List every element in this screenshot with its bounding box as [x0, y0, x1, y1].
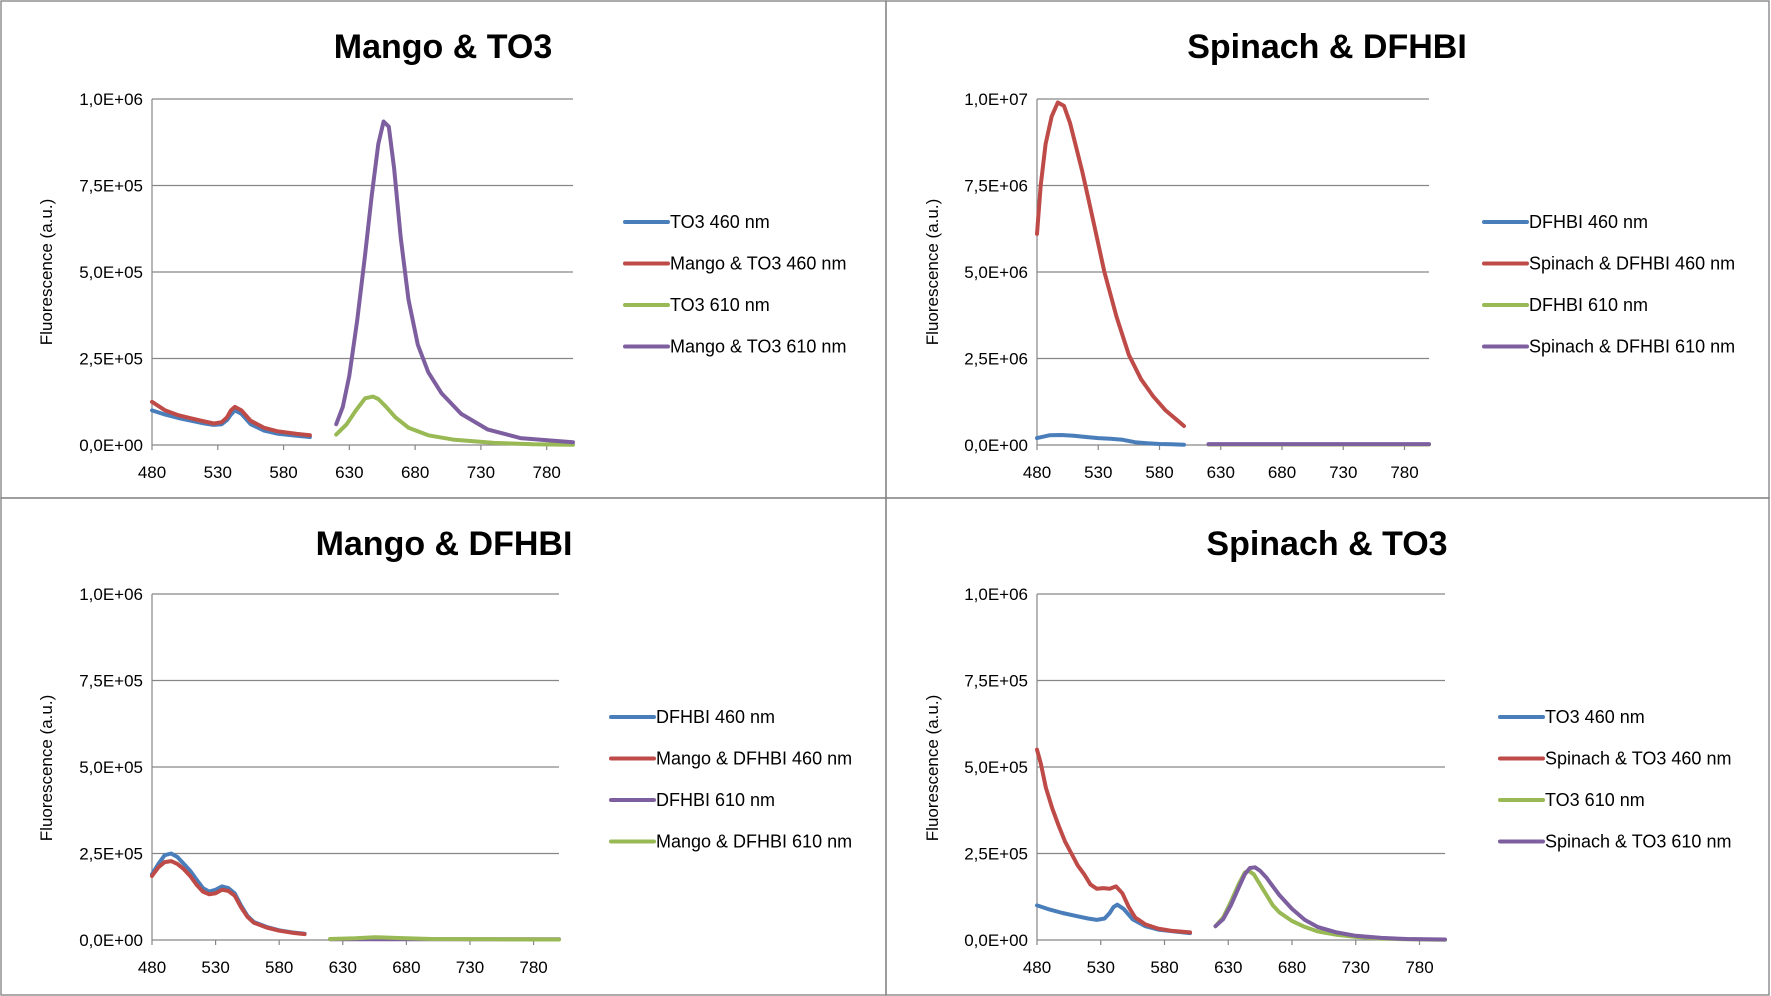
legend-entry-label: TO3 610 nm — [670, 295, 770, 315]
legend-entry-label: DFHBI 460 nm — [656, 707, 775, 727]
plot-area: 0,0E+00 2,5E+05 5,0E+05 7,5E+05 1,0E+06 480 53… — [79, 90, 575, 482]
y-axis-label: Fluorescence (a.u.) — [923, 695, 942, 841]
x-tick-label: 780 — [519, 958, 547, 977]
y-tick-label: 5,0E+06 — [964, 263, 1028, 282]
chart-title: Spinach & TO3 — [1206, 525, 1447, 563]
series-line-dfhbi-460-nm — [1035, 433, 1186, 447]
legend-entry-label: TO3 610 nm — [1545, 790, 1645, 810]
y-tick-label: 7,5E+05 — [964, 672, 1028, 691]
panel-border — [885, 497, 1770, 996]
y-axis-label: Fluorescence (a.u.) — [37, 695, 56, 841]
plot-area: 0,0E+00 2,5E+06 5,0E+06 7,5E+06 1,0E+07 480 53… — [964, 90, 1431, 482]
y-tick-label: 2,5E+05 — [964, 845, 1028, 864]
legend: DFHBI 460 nm Spinach & DFHBI 460 nm DFHBI … — [1482, 212, 1735, 357]
plot-area: 0,0E+00 2,5E+05 5,0E+05 7,5E+05 1,0E+06 480 53… — [79, 585, 561, 977]
chart-title: Spinach & DFHBI — [1187, 28, 1467, 66]
chart-panel-mango-dfhbi: Mango & DFHBI Fluorescence (a.u.) 0,0E+0… — [0, 497, 887, 996]
y-tick-label: 0,0E+00 — [79, 436, 143, 455]
x-tick-label: 530 — [1087, 958, 1115, 977]
legend-entry-label: DFHBI 460 nm — [1529, 212, 1648, 232]
y-tick-label: 0,0E+00 — [79, 931, 143, 950]
y-tick-label: 0,0E+00 — [964, 436, 1028, 455]
y-tick-label: 5,0E+05 — [79, 758, 143, 777]
y-tick-label: 2,5E+05 — [79, 845, 143, 864]
y-tick-label: 2,5E+06 — [964, 350, 1028, 369]
y-tick-label: 0,0E+00 — [964, 931, 1028, 950]
x-tick-label: 680 — [392, 958, 420, 977]
series-line-to3-610-nm — [334, 394, 575, 447]
x-tick-label: 630 — [335, 463, 363, 482]
x-tick-label: 580 — [269, 463, 297, 482]
legend-entry-label: TO3 460 nm — [1545, 707, 1645, 727]
x-tick-label: 580 — [265, 958, 293, 977]
y-axis-label: Fluorescence (a.u.) — [37, 199, 56, 345]
x-tick-label: 530 — [204, 463, 232, 482]
y-tick-label: 5,0E+05 — [964, 758, 1028, 777]
legend-entry-label: Mango & TO3 460 nm — [670, 254, 846, 274]
x-tick-label: 580 — [1145, 463, 1173, 482]
y-tick-label: 5,0E+05 — [79, 263, 143, 282]
series-line-spinach-dfhbi-460-nm — [1035, 100, 1186, 428]
y-tick-label: 1,0E+07 — [964, 90, 1028, 109]
legend-entry-label: Spinach & TO3 460 nm — [1545, 749, 1731, 769]
series-line-mango-dfhbi-610-nm — [328, 935, 561, 942]
x-tick-label: 730 — [1329, 463, 1357, 482]
x-tick-label: 730 — [467, 463, 495, 482]
y-axis-label: Fluorescence (a.u.) — [923, 199, 942, 345]
x-tick-label: 480 — [1023, 958, 1051, 977]
y-tick-label: 7,5E+05 — [79, 672, 143, 691]
series-line-mango-to3-610-nm — [334, 119, 575, 445]
x-tick-label: 580 — [1150, 958, 1178, 977]
series-line-mango-to3-460-nm — [150, 399, 312, 438]
x-tick-label: 780 — [1405, 958, 1433, 977]
y-tick-label: 1,0E+06 — [79, 90, 143, 109]
chart-title: Mango & DFHBI — [316, 525, 573, 563]
y-tick-label: 7,5E+05 — [79, 177, 143, 196]
x-tick-label: 530 — [201, 958, 229, 977]
x-tick-label: 780 — [533, 463, 561, 482]
x-tick-label: 530 — [1084, 463, 1112, 482]
legend: TO3 460 nm Mango & TO3 460 nm TO3 610 nm Ma… — [623, 212, 846, 357]
legend-entry-label: TO3 460 nm — [670, 212, 770, 232]
x-tick-label: 680 — [401, 463, 429, 482]
x-tick-label: 680 — [1268, 463, 1296, 482]
y-tick-label: 1,0E+06 — [964, 585, 1028, 604]
legend-entry-label: DFHBI 610 nm — [656, 790, 775, 810]
x-tick-label: 480 — [138, 463, 166, 482]
x-tick-label: 730 — [1342, 958, 1370, 977]
series-line-spinach-to3-460-nm — [1035, 747, 1192, 935]
chart-title: Mango & TO3 — [334, 28, 553, 66]
x-tick-label: 630 — [1207, 463, 1235, 482]
legend-entry-label: Mango & DFHBI 460 nm — [656, 749, 852, 769]
y-tick-label: 1,0E+06 — [79, 585, 143, 604]
chart-panel-mango-to3: Mango & TO3 Fluorescence (a.u.) 0,0E+00 2… — [0, 0, 887, 499]
x-tick-label: 730 — [456, 958, 484, 977]
y-tick-label: 2,5E+05 — [79, 350, 143, 369]
x-tick-label: 480 — [1023, 463, 1051, 482]
y-tick-label: 7,5E+06 — [964, 177, 1028, 196]
plot-area: 0,0E+00 2,5E+05 5,0E+05 7,5E+05 1,0E+06 480 53… — [964, 585, 1447, 977]
chart-panel-spinach-dfhbi: Spinach & DFHBI Fluorescence (a.u.) 0,0E… — [885, 0, 1770, 499]
x-tick-label: 480 — [138, 958, 166, 977]
legend-entry-label: Mango & TO3 610 nm — [670, 337, 846, 357]
legend-entry-label: Spinach & DFHBI 610 nm — [1529, 337, 1735, 357]
x-tick-label: 630 — [329, 958, 357, 977]
legend: TO3 460 nm Spinach & TO3 460 nm TO3 610 nm… — [1498, 707, 1731, 852]
legend: DFHBI 460 nm Mango & DFHBI 460 nm DFHBI 61… — [609, 707, 852, 852]
legend-entry-label: Spinach & TO3 610 nm — [1545, 832, 1731, 852]
legend-entry-label: Spinach & DFHBI 460 nm — [1529, 254, 1735, 274]
legend-entry-label: Mango & DFHBI 610 nm — [656, 832, 852, 852]
series-line-spinach-to3-610-nm — [1213, 865, 1447, 942]
legend-entry-label: DFHBI 610 nm — [1529, 295, 1648, 315]
series-line-mango-dfhbi-460-nm — [150, 859, 307, 937]
chart-panel-spinach-to3: Spinach & TO3 Fluorescence (a.u.) 0,0E+0… — [885, 497, 1770, 996]
x-tick-label: 780 — [1390, 463, 1418, 482]
x-tick-label: 630 — [1214, 958, 1242, 977]
x-tick-label: 680 — [1278, 958, 1306, 977]
